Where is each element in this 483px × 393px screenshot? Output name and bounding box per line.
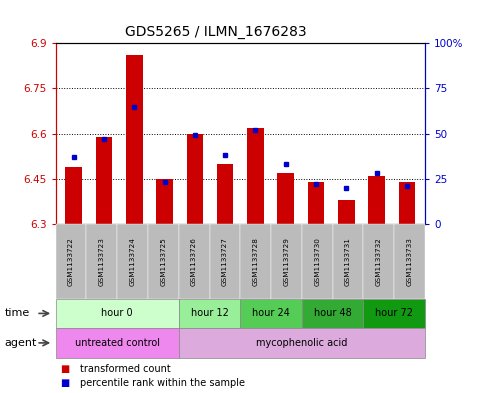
Bar	[308, 182, 325, 224]
Bar	[277, 173, 294, 224]
Text: agent: agent	[5, 338, 37, 348]
Bar	[186, 134, 203, 224]
Text: mycophenolic acid: mycophenolic acid	[256, 338, 348, 348]
Text: ■: ■	[60, 378, 70, 388]
Bar	[368, 176, 385, 224]
Text: GSM1133727: GSM1133727	[222, 237, 228, 286]
Bar	[398, 182, 415, 224]
Text: GSM1133726: GSM1133726	[191, 237, 197, 286]
Text: GSM1133724: GSM1133724	[129, 237, 136, 286]
Text: GSM1133725: GSM1133725	[160, 237, 166, 286]
Text: GSM1133732: GSM1133732	[376, 237, 382, 286]
Text: hour 24: hour 24	[252, 309, 290, 318]
Bar	[65, 167, 82, 224]
Bar	[217, 164, 233, 224]
Text: GSM1133733: GSM1133733	[407, 237, 412, 286]
Text: time: time	[5, 309, 30, 318]
Text: transformed count: transformed count	[80, 364, 170, 374]
Text: untreated control: untreated control	[75, 338, 159, 348]
Text: GSM1133729: GSM1133729	[284, 237, 289, 286]
Text: GSM1133728: GSM1133728	[253, 237, 259, 286]
Bar	[338, 200, 355, 224]
Text: percentile rank within the sample: percentile rank within the sample	[80, 378, 245, 388]
Text: hour 12: hour 12	[191, 309, 228, 318]
Bar	[96, 137, 113, 224]
Text: GSM1133722: GSM1133722	[68, 237, 74, 286]
Text: hour 48: hour 48	[314, 309, 352, 318]
Text: hour 72: hour 72	[375, 309, 413, 318]
Text: GDS5265 / ILMN_1676283: GDS5265 / ILMN_1676283	[125, 25, 307, 39]
Text: hour 0: hour 0	[101, 309, 133, 318]
Bar	[126, 55, 142, 224]
Text: GSM1133730: GSM1133730	[314, 237, 320, 286]
Bar	[156, 179, 173, 224]
Bar	[247, 128, 264, 224]
Text: GSM1133723: GSM1133723	[99, 237, 105, 286]
Text: ■: ■	[60, 364, 70, 374]
Text: GSM1133731: GSM1133731	[345, 237, 351, 286]
